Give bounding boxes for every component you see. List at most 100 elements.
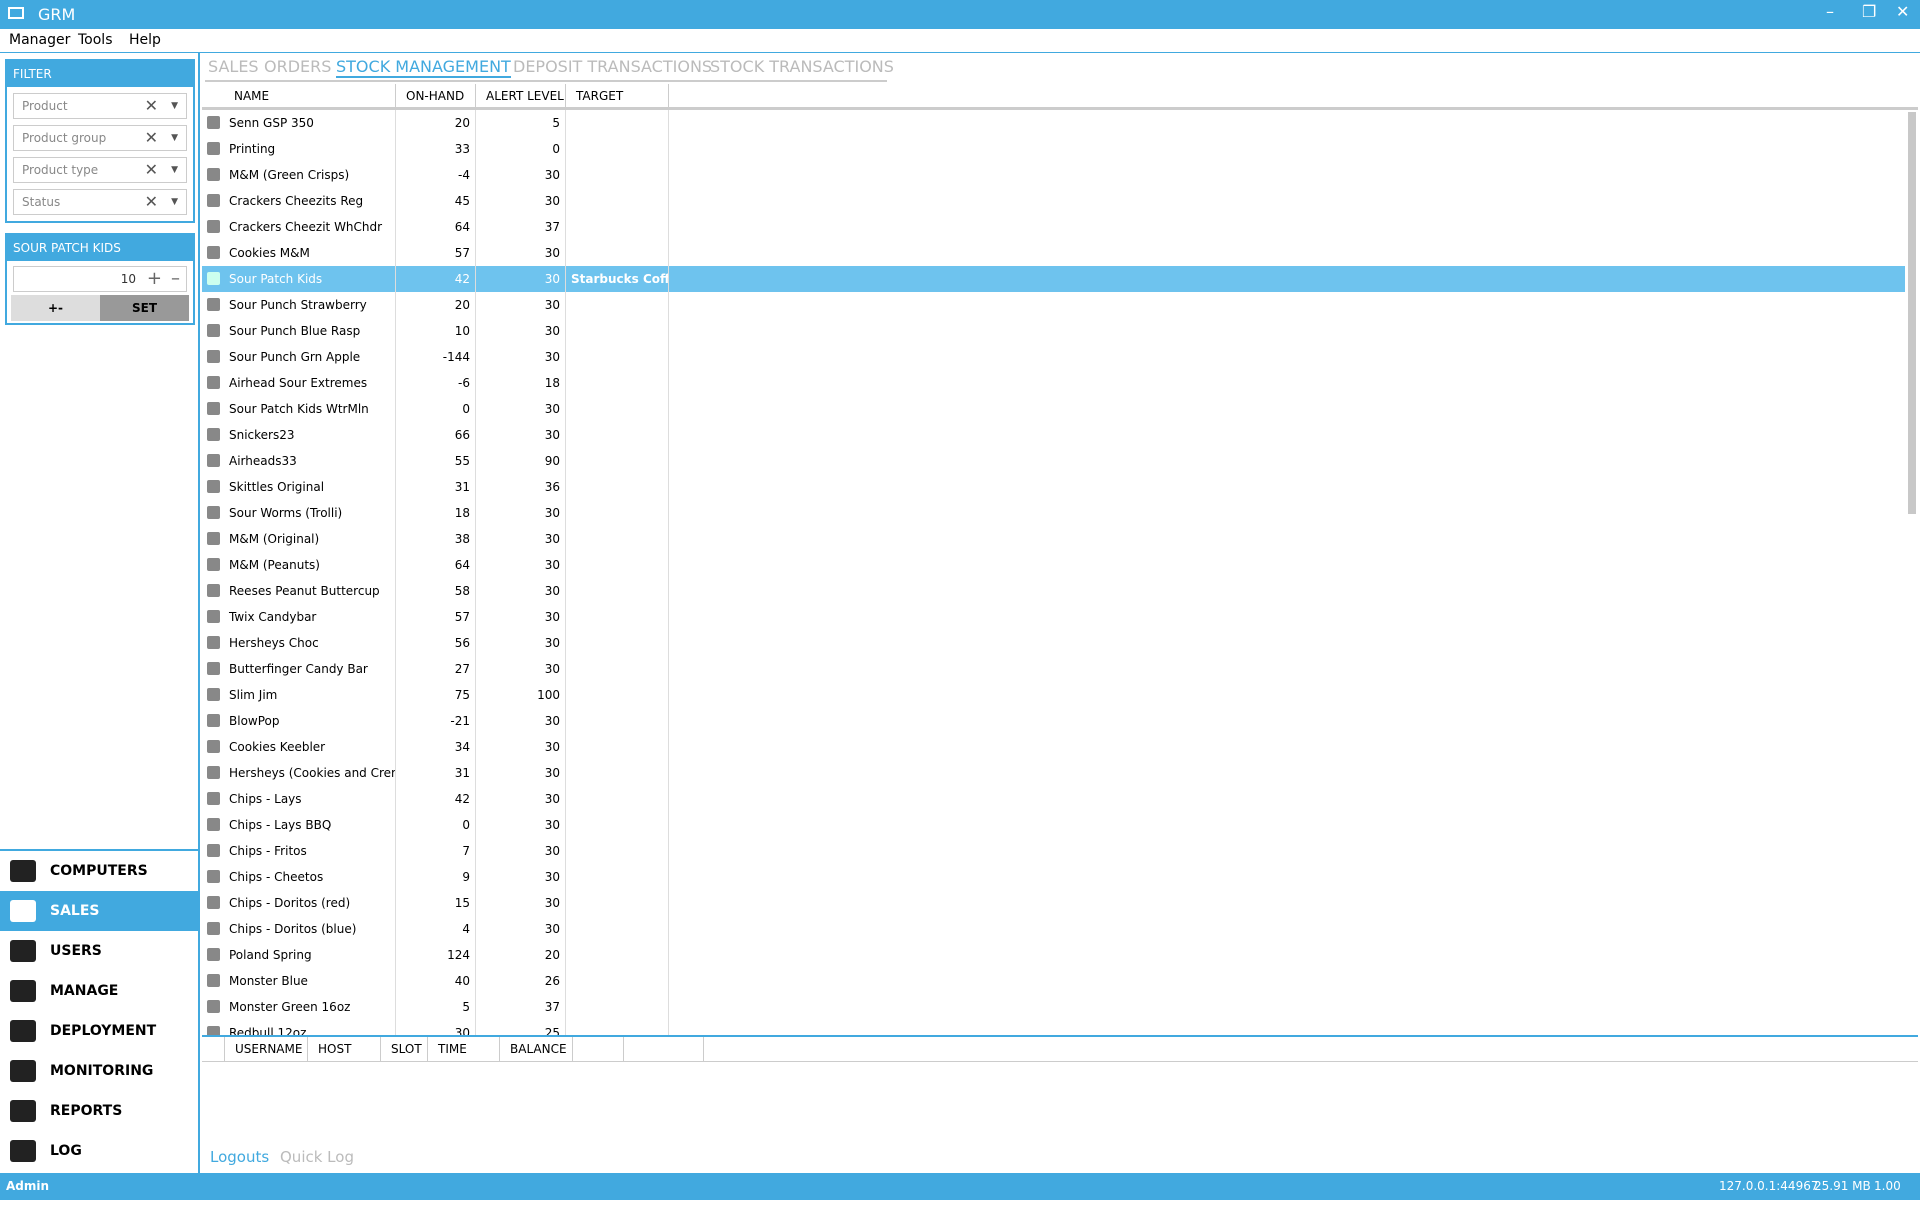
menu-item[interactable]: Help [129, 32, 161, 48]
cell: 30 [476, 578, 566, 604]
cell: Printing [224, 136, 396, 162]
table-row[interactable]: Chips - Doritos (blue) 4 30 [202, 916, 1905, 942]
table-row[interactable]: BlowPop -21 30 [202, 708, 1905, 734]
table-row[interactable]: Airhead Sour Extremes -6 18 [202, 370, 1905, 396]
column-header[interactable]: USERNAME [224, 1037, 307, 1061]
nav-item[interactable]: MONITORING [0, 1051, 198, 1091]
cell [566, 396, 669, 422]
bottom-tab[interactable]: Quick Log [280, 1148, 354, 1166]
table-row[interactable]: Chips - Fritos 7 30 [202, 838, 1905, 864]
filter-field[interactable]: Product group ✕ ▼ [13, 125, 187, 151]
table-row[interactable]: Airheads33 55 90 [202, 448, 1905, 474]
plus[interactable]: + [146, 268, 162, 289]
nav-item[interactable]: REPORTS [0, 1091, 198, 1131]
table-row[interactable]: Senn GSP 350 20 5 [202, 110, 1905, 136]
column-header[interactable]: BALANCE [499, 1037, 572, 1061]
table-row[interactable]: M&M (Green Crisps) -4 30 [202, 162, 1905, 188]
close[interactable]: ✕ [1896, 2, 1910, 21]
nav-item[interactable]: USERS [0, 931, 198, 971]
cell: M&M (Original) [224, 526, 396, 552]
tab[interactable]: SALES [208, 57, 259, 76]
menu-item[interactable]: Tools [78, 32, 113, 48]
table-row[interactable]: Sour Patch Kids 42 30 Starbucks Coffee [202, 266, 1905, 292]
table-row[interactable]: Chips - Doritos (red) 15 30 [202, 890, 1905, 916]
table-row[interactable]: Hersheys (Cookies and Creme) 31 30 [202, 760, 1905, 786]
cell: 37 [476, 994, 566, 1020]
table-row[interactable]: Crackers Cheezit WhChdr 64 37 [202, 214, 1905, 240]
table-row[interactable]: Cookies M&M 57 30 [202, 240, 1905, 266]
nav-item[interactable]: DEPLOYMENT [0, 1011, 198, 1051]
adjust-button[interactable]: +- [11, 295, 100, 321]
cell [566, 890, 669, 916]
nav-item[interactable]: MANAGE [0, 971, 198, 1011]
cell: Monster Blue [224, 968, 396, 994]
table-row[interactable]: M&M (Original) 38 30 [202, 526, 1905, 552]
cell-text: 56 [454, 636, 470, 650]
column-header[interactable]: HOST [307, 1037, 380, 1061]
cell: 0 [396, 396, 476, 422]
menu-item[interactable]: Manager [9, 32, 71, 48]
column-header[interactable]: SLOT [380, 1037, 427, 1061]
cell: 64 [396, 214, 476, 240]
table-row[interactable]: M&M (Peanuts) 64 30 [202, 552, 1905, 578]
nav-item[interactable]: LOG [0, 1131, 198, 1171]
table-row[interactable]: Crackers Cheezits Reg 45 30 [202, 188, 1905, 214]
table-row[interactable]: Reeses Peanut Buttercup 58 30 [202, 578, 1905, 604]
tab[interactable]: STOCK TRANSACTIONS [710, 57, 894, 76]
cell-text: 58 [454, 584, 470, 598]
table-row[interactable]: Poland Spring 124 20 [202, 942, 1905, 968]
set-button[interactable]: SET [100, 295, 189, 321]
table-row[interactable]: Hersheys Choc 56 30 [202, 630, 1905, 656]
column-header[interactable]: TIME [427, 1037, 499, 1061]
table-row[interactable]: Butterfinger Candy Bar 27 30 [202, 656, 1905, 682]
column-header[interactable]: ON-HAND [396, 84, 476, 108]
table-row[interactable]: Printing 33 0 [202, 136, 1905, 162]
table-row[interactable]: Sour Patch Kids WtrMln 0 30 [202, 396, 1905, 422]
table-row[interactable]: Cookies Keebler 34 30 [202, 734, 1905, 760]
table-row[interactable]: Sour Worms (Trolli) 18 30 [202, 500, 1905, 526]
cell [566, 656, 669, 682]
column-header[interactable]: TARGET [566, 84, 669, 108]
cell: 38 [396, 526, 476, 552]
bottom-tab[interactable]: Logouts [210, 1148, 270, 1166]
cell: 42 [396, 266, 476, 292]
table-row[interactable]: Slim Jim 75 100 [202, 682, 1905, 708]
filter-field[interactable]: Product type ✕ ▼ [13, 157, 187, 183]
table-row[interactable]: Chips - Lays 42 30 [202, 786, 1905, 812]
nav-icon [10, 900, 36, 922]
nav-item[interactable]: COMPUTERS [0, 851, 198, 891]
tab[interactable]: ORDERS [264, 57, 332, 76]
table-row[interactable]: Redbull 12oz 30 25 [202, 1020, 1905, 1035]
minimize[interactable]: – [1826, 2, 1834, 21]
tab[interactable]: DEPOSIT TRANSACTIONS [513, 57, 713, 76]
quantity-input[interactable]: 10 + – [13, 266, 187, 292]
cell: 5 [476, 110, 566, 136]
nav-icon [10, 1140, 36, 1162]
table-row[interactable]: Sour Punch Strawberry 20 30 [202, 292, 1905, 318]
table-row[interactable]: Sour Punch Blue Rasp 10 30 [202, 318, 1905, 344]
column-header[interactable]: NAME [224, 84, 396, 108]
restore[interactable]: ❐ [1862, 2, 1877, 21]
cell: 124 [396, 942, 476, 968]
table-row[interactable]: Sour Punch Grn Apple -144 30 [202, 344, 1905, 370]
filter-field[interactable]: Product ✕ ▼ [13, 93, 187, 119]
table-row[interactable]: Chips - Lays BBQ 0 30 [202, 812, 1905, 838]
minus[interactable]: – [171, 268, 180, 289]
table-row[interactable]: Monster Green 16oz 5 37 [202, 994, 1905, 1020]
dropdown: ▼ [171, 133, 178, 143]
cell-text: 100 [537, 688, 560, 702]
column-header[interactable]: ALERT LEVEL [476, 84, 566, 108]
table-row[interactable]: Twix Candybar 57 30 [202, 604, 1905, 630]
table-row[interactable]: Skittles Original 31 36 [202, 474, 1905, 500]
nav-item[interactable]: SALES [0, 891, 198, 931]
table-row[interactable]: Monster Blue 40 26 [202, 968, 1905, 994]
product-icon [207, 272, 220, 285]
cell-text: Senn GSP 350 [229, 116, 314, 130]
tab[interactable]: STOCK MANAGEMENT [336, 57, 511, 78]
table-row[interactable]: Chips - Cheetos 9 30 [202, 864, 1905, 890]
cell-text: 5 [462, 1000, 470, 1014]
clear: ✕ [144, 160, 158, 179]
nav: COMPUTERS SALES USERS MANAGE DEPLOYMENT MONIT… [0, 849, 198, 1171]
filter-field[interactable]: Status ✕ ▼ [13, 189, 187, 215]
table-row[interactable]: Snickers23 66 30 [202, 422, 1905, 448]
